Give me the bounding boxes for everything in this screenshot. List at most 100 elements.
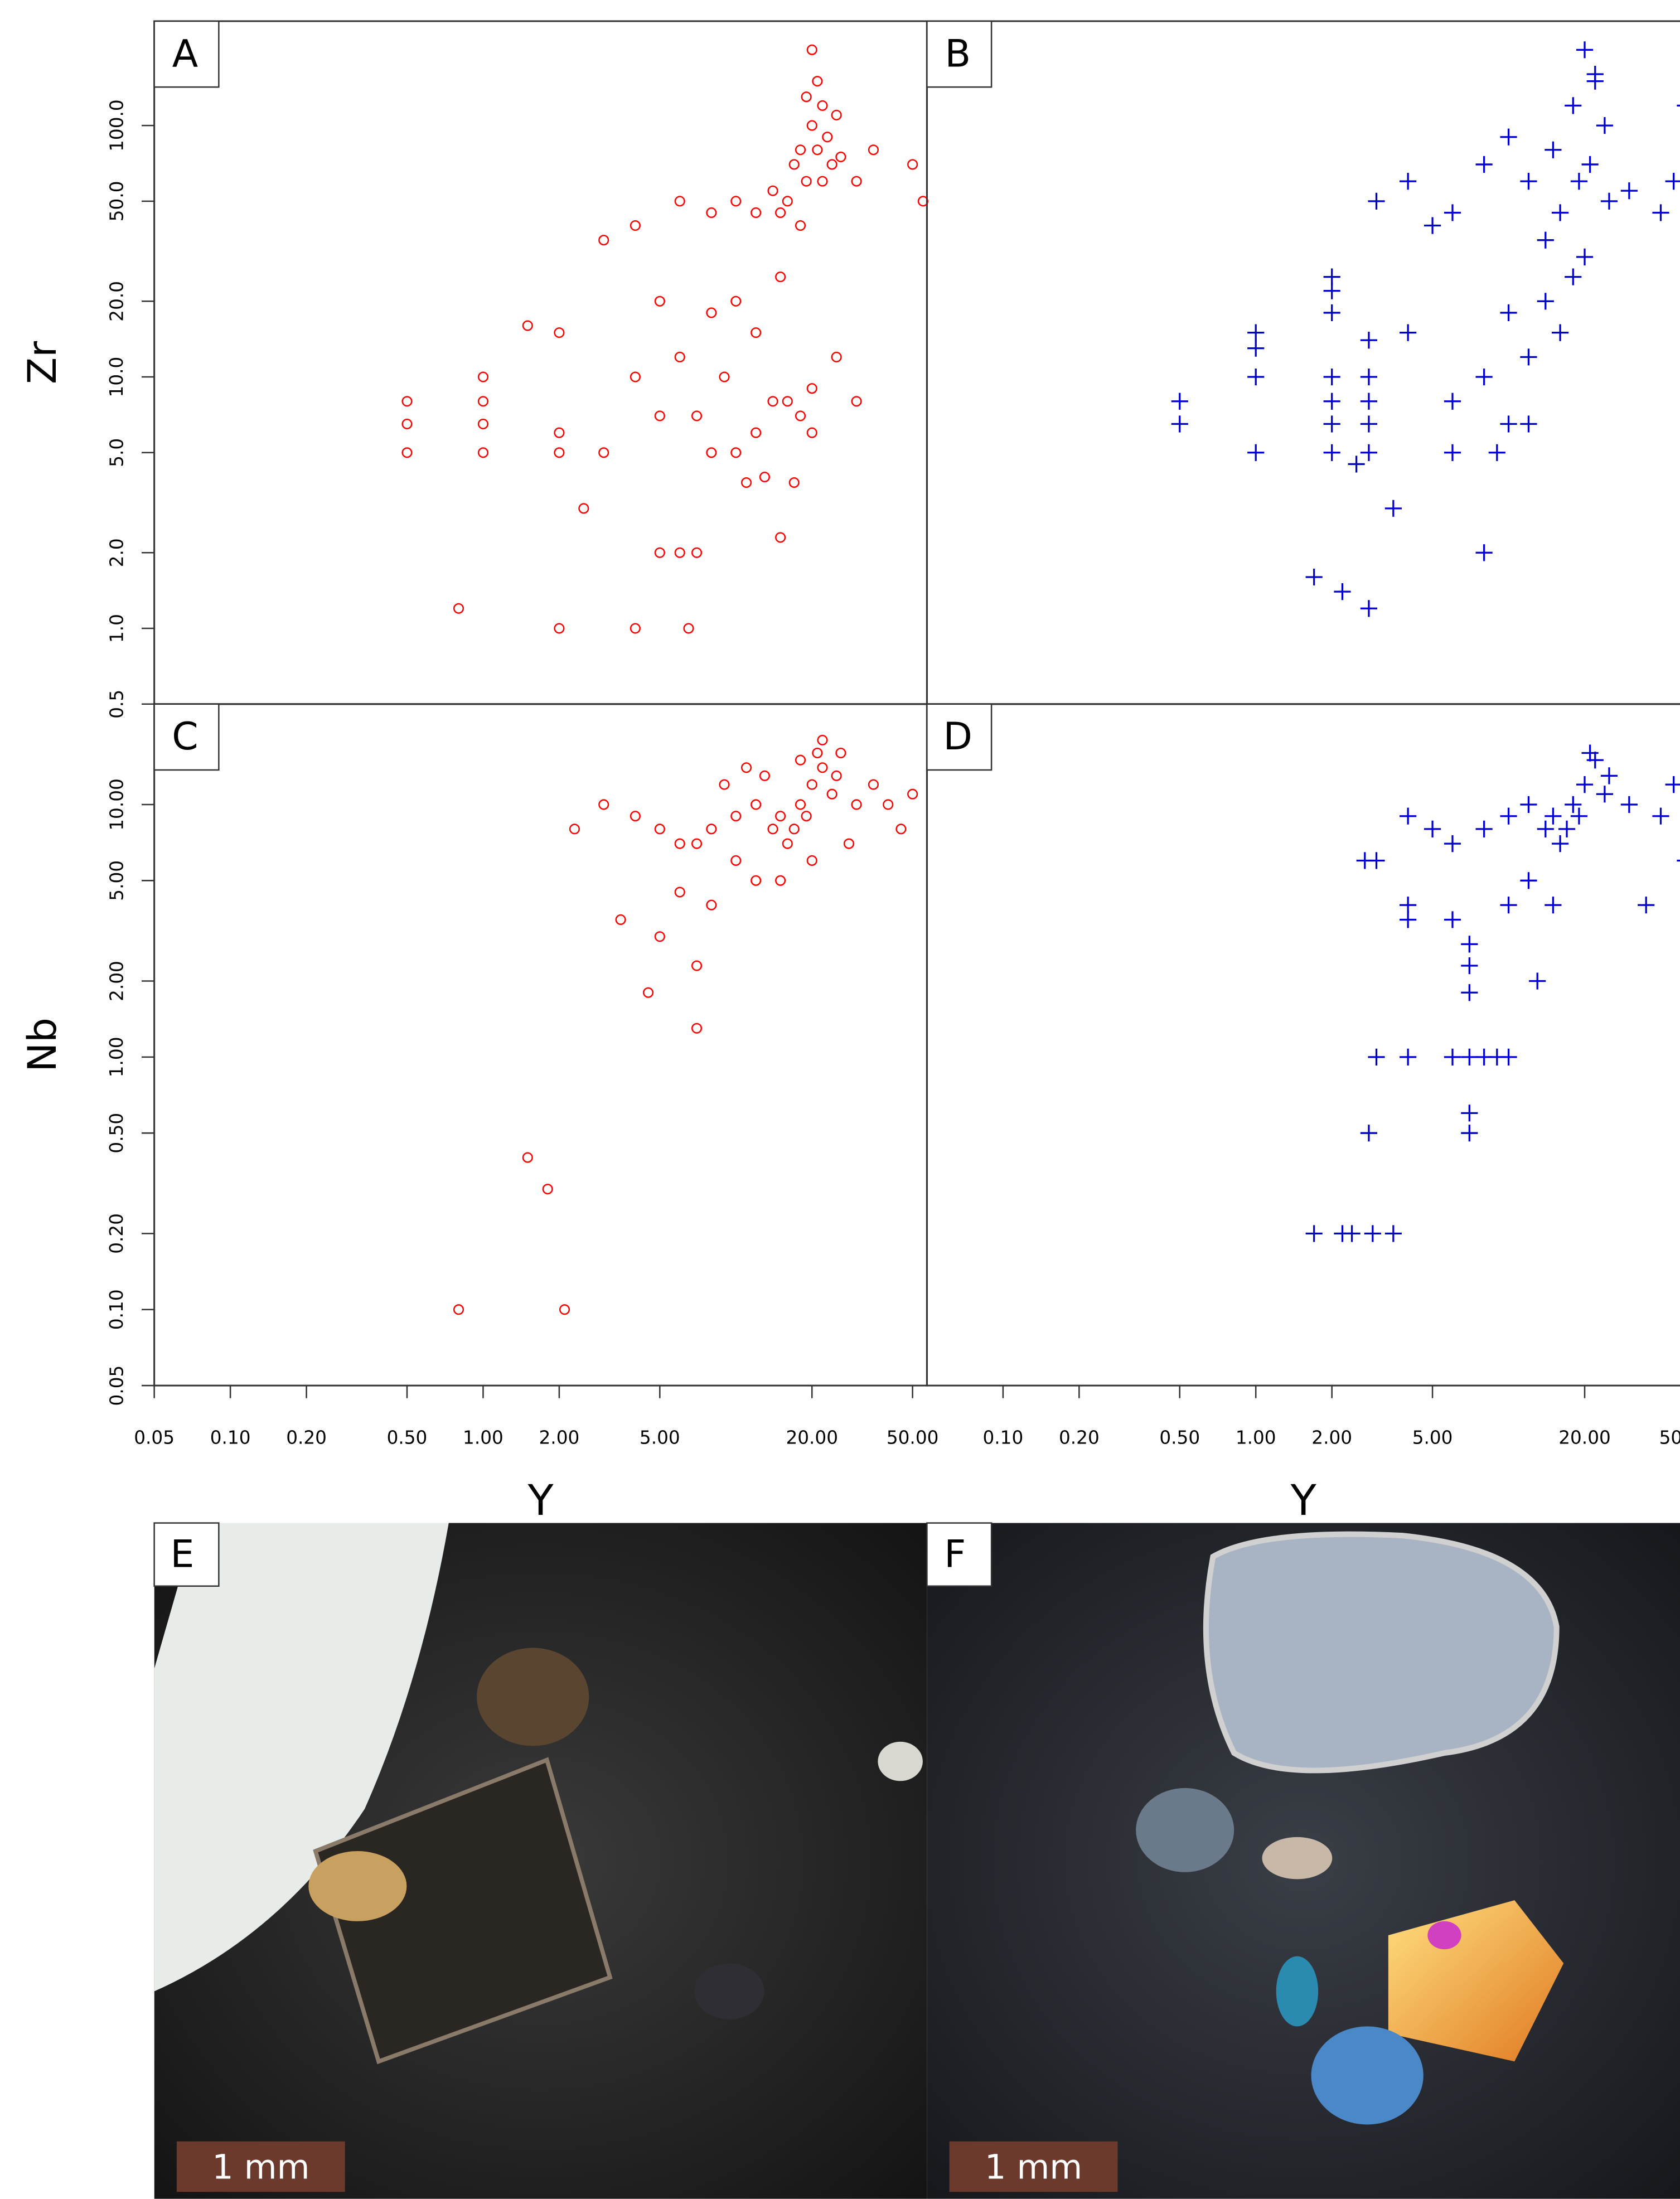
x-tick-label: 0.05 <box>134 1427 175 1449</box>
data-point <box>801 91 812 103</box>
data-point <box>775 272 786 283</box>
data-point <box>1356 852 1373 869</box>
data-point <box>1171 393 1188 410</box>
y-axis-title: Nb <box>20 1018 65 1072</box>
data-point <box>477 418 489 429</box>
data-point <box>1537 820 1554 837</box>
data-point <box>1537 293 1554 310</box>
x-tick-label: 1.00 <box>1236 1427 1276 1449</box>
data-point <box>1444 204 1461 221</box>
data-point <box>817 762 828 773</box>
data-point <box>826 788 837 800</box>
data-point <box>1600 767 1618 784</box>
data-point <box>1461 1125 1478 1142</box>
data-point <box>730 296 742 307</box>
data-point <box>751 207 762 219</box>
data-point <box>806 120 817 131</box>
data-point <box>1520 173 1537 190</box>
panel-label: B <box>945 32 971 76</box>
micrograph-f <box>927 1523 1680 2199</box>
x-tick-label: 50.00 <box>887 1427 939 1449</box>
data-point <box>759 471 770 483</box>
y-axis-title: Zr <box>20 341 65 384</box>
data-point <box>795 410 806 422</box>
data-point <box>1444 911 1461 928</box>
data-point <box>1424 820 1441 837</box>
crystal <box>308 1851 407 1921</box>
data-point <box>1360 1125 1378 1142</box>
data-point <box>674 838 685 849</box>
data-point <box>706 207 717 219</box>
data-point <box>1171 415 1188 433</box>
data-point <box>806 383 817 394</box>
data-point <box>1400 1048 1417 1065</box>
data-point <box>1552 324 1569 341</box>
data-point <box>775 875 786 886</box>
data-point <box>401 447 413 458</box>
data-point <box>522 1152 533 1163</box>
data-point <box>1444 835 1461 853</box>
x-tick-label: 2.00 <box>539 1427 580 1449</box>
data-point <box>1247 444 1265 461</box>
crystal <box>477 1648 589 1746</box>
data-point <box>559 1304 570 1315</box>
data-point <box>775 811 786 822</box>
panel-label-box <box>153 703 220 771</box>
crystal <box>1262 1837 1333 1880</box>
data-point <box>674 547 685 558</box>
data-point <box>654 547 665 558</box>
x-tick-label: 20.00 <box>786 1427 838 1449</box>
data-point <box>1565 796 1582 813</box>
data-point <box>812 144 823 156</box>
x-axis-title: Y <box>1290 1476 1317 1525</box>
plot-frame <box>153 20 928 705</box>
crystal <box>1136 1788 1234 1872</box>
data-point <box>788 824 800 835</box>
data-point <box>806 855 817 866</box>
data-point <box>674 351 685 362</box>
x-tick-label: 0.20 <box>1059 1427 1100 1449</box>
crystal <box>1276 1956 1319 2027</box>
panel-label-box <box>926 703 992 771</box>
data-point <box>795 220 806 231</box>
data-point <box>1500 897 1517 914</box>
data-point <box>812 747 823 759</box>
data-point <box>740 762 752 773</box>
data-point <box>801 811 812 822</box>
data-point <box>835 747 846 759</box>
data-point <box>1488 444 1505 461</box>
x-tick-label: 0.10 <box>983 1427 1024 1449</box>
y-tick-label: 2.0 <box>106 538 127 567</box>
data-point <box>1348 456 1365 473</box>
data-point <box>782 396 793 407</box>
data-point <box>1368 1048 1385 1065</box>
data-point <box>795 799 806 810</box>
data-point <box>1552 204 1569 221</box>
data-point <box>1444 393 1461 410</box>
data-point <box>795 144 806 156</box>
data-point <box>1360 600 1378 617</box>
data-point <box>1444 1048 1461 1065</box>
data-point <box>654 410 665 422</box>
data-point <box>1581 156 1599 173</box>
scale-bar-label: 1 mm <box>985 2148 1082 2187</box>
panel-label: E <box>171 1532 195 1576</box>
y-tick-label: 1.00 <box>106 1036 127 1077</box>
data-point <box>831 109 842 120</box>
data-point <box>630 220 641 231</box>
data-point <box>795 754 806 766</box>
data-point <box>1368 192 1385 210</box>
data-point <box>1444 444 1461 461</box>
data-point <box>522 320 533 331</box>
data-point <box>843 838 855 849</box>
data-point <box>851 799 862 810</box>
y-tick-label: 5.0 <box>106 438 127 467</box>
data-point <box>706 447 717 458</box>
data-point <box>1576 41 1594 59</box>
plot-frame <box>926 20 1680 705</box>
data-point <box>1565 97 1582 114</box>
data-point <box>554 447 565 458</box>
data-point <box>822 132 833 143</box>
data-point <box>1677 104 1680 107</box>
data-point <box>578 503 589 514</box>
